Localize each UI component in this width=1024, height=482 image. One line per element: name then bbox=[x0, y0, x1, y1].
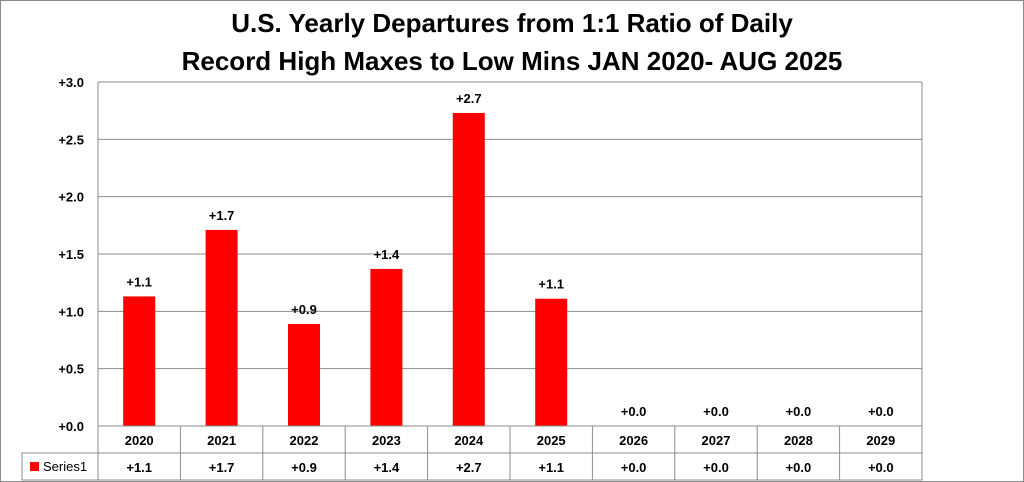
y-tick-label: +0.5 bbox=[58, 362, 84, 377]
data-label: +0.9 bbox=[291, 302, 317, 317]
data-label: +2.7 bbox=[456, 91, 482, 106]
data-label: +0.0 bbox=[786, 404, 812, 419]
data-label: +0.0 bbox=[621, 404, 647, 419]
data-label: +1.1 bbox=[538, 277, 564, 292]
x-tick-label: 2023 bbox=[372, 433, 401, 448]
x-tick-label: 2020 bbox=[125, 433, 154, 448]
bar bbox=[288, 323, 320, 426]
table-value-cell: +1.4 bbox=[374, 460, 400, 475]
bar bbox=[205, 229, 238, 426]
table-value-cell: +2.7 bbox=[456, 460, 482, 475]
y-tick-label: +3.0 bbox=[58, 75, 84, 90]
data-label: +0.0 bbox=[703, 404, 729, 419]
x-tick-label: 2028 bbox=[784, 433, 813, 448]
y-tick-label: +2.5 bbox=[58, 132, 84, 147]
table-value-cell: +0.0 bbox=[868, 460, 894, 475]
x-tick-label: 2029 bbox=[866, 433, 895, 448]
data-labels: +1.1 +1.7 +0.9 +1.4 +2.7 +1.1 +0.0 +0.0 +0.0 +0.0 bbox=[126, 91, 893, 419]
x-tick-label: 2021 bbox=[207, 433, 236, 448]
bar bbox=[370, 268, 403, 426]
table-value-cell: +0.0 bbox=[703, 460, 729, 475]
bar bbox=[535, 298, 568, 426]
y-tick-label: +0.0 bbox=[58, 419, 84, 434]
x-tick-label: 2027 bbox=[702, 433, 731, 448]
data-label: +1.4 bbox=[374, 247, 400, 262]
bar bbox=[123, 296, 156, 426]
bar bbox=[452, 112, 485, 427]
chart-title-line-1: U.S. Yearly Departures from 1:1 Ratio of… bbox=[231, 8, 793, 38]
x-tick-label: 2026 bbox=[619, 433, 648, 448]
data-label: +0.0 bbox=[868, 404, 894, 419]
chart-title-line-2: Record High Maxes to Low Mins JAN 2020- … bbox=[181, 46, 843, 76]
legend-series-name: Series1 bbox=[43, 459, 87, 474]
table-value-cell: +1.1 bbox=[126, 460, 152, 475]
y-tick-label: +1.0 bbox=[58, 304, 84, 319]
x-tick-label: 2022 bbox=[290, 433, 319, 448]
y-tick-label: +2.0 bbox=[58, 190, 84, 205]
data-label: +1.1 bbox=[126, 274, 152, 289]
data-table: 2020 +1.1 2021 +1.7 2022 +0.9 2023 +1.4 2024 +2.7… bbox=[21, 425, 923, 481]
y-axis-ticks: +0.0 +0.5 +1.0 +1.5 +2.0 +2.5 +3.0 bbox=[58, 75, 84, 434]
x-tick-label: 2024 bbox=[454, 433, 484, 448]
table-value-cell: +0.0 bbox=[621, 460, 647, 475]
bars bbox=[123, 112, 568, 427]
table-value-cell: +1.1 bbox=[538, 460, 564, 475]
table-value-cell: +0.9 bbox=[291, 460, 317, 475]
y-tick-label: +1.5 bbox=[58, 247, 84, 262]
legend-swatch bbox=[30, 462, 39, 471]
table-value-cell: +0.0 bbox=[786, 460, 812, 475]
x-tick-label: 2025 bbox=[537, 433, 566, 448]
table-value-cell: +1.7 bbox=[209, 460, 235, 475]
data-label: +1.7 bbox=[209, 208, 235, 223]
